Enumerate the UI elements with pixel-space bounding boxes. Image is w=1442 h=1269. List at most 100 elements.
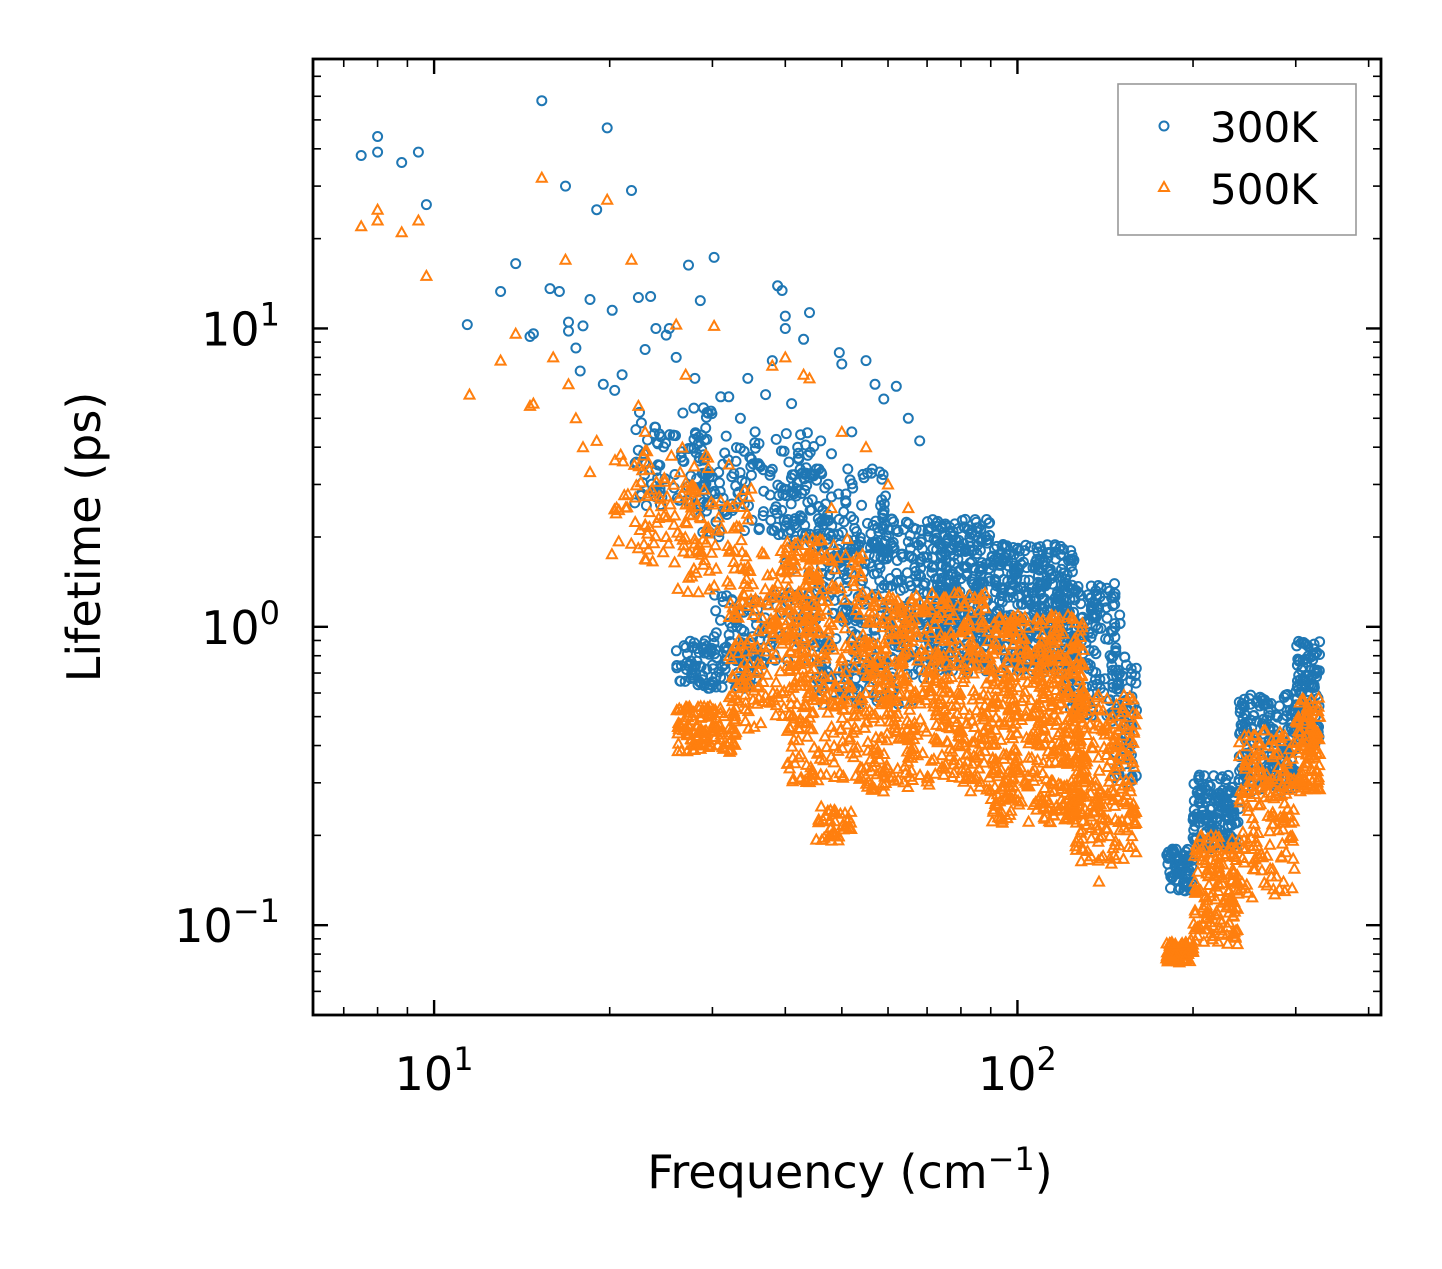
point-300k	[904, 414, 913, 423]
point-500k	[670, 511, 680, 520]
point-300k	[634, 293, 643, 302]
point-500k	[1289, 864, 1299, 873]
point-300k	[373, 132, 382, 141]
point-300k	[373, 148, 382, 157]
point-300k	[672, 646, 681, 655]
point-500k	[903, 503, 913, 512]
point-500k	[1193, 867, 1203, 876]
point-300k	[879, 395, 888, 404]
point-300k	[689, 404, 698, 413]
point-500k	[737, 547, 747, 556]
point-500k	[711, 564, 721, 573]
point-500k	[561, 255, 571, 264]
point-500k	[511, 329, 521, 338]
point-300k	[782, 429, 791, 438]
point-300k	[747, 471, 756, 480]
point-300k	[857, 501, 866, 510]
point-500k	[861, 442, 871, 451]
point-300k	[357, 151, 366, 160]
point-300k	[862, 356, 871, 365]
x-tick-label: 102	[978, 1040, 1057, 1101]
point-300k	[564, 327, 573, 336]
point-300k	[651, 324, 660, 333]
point-300k	[599, 380, 608, 389]
point-500k	[666, 451, 676, 460]
point-500k	[709, 581, 719, 590]
point-300k	[537, 96, 546, 105]
point-500k	[1038, 768, 1048, 777]
point-500k	[373, 205, 383, 214]
point-500k	[356, 221, 366, 230]
point-300k	[839, 507, 848, 516]
point-300k	[714, 468, 723, 477]
point-300k	[781, 312, 790, 321]
point-300k	[576, 367, 585, 376]
point-300k	[672, 353, 681, 362]
point-500k	[990, 782, 1000, 791]
point-300k	[646, 292, 655, 301]
point-300k	[772, 435, 781, 444]
point-300k	[546, 284, 555, 293]
point-300k	[571, 344, 580, 353]
point-500k	[658, 547, 668, 556]
point-300k	[511, 259, 520, 268]
point-300k	[496, 287, 505, 296]
point-300k	[586, 295, 595, 304]
point-300k	[603, 123, 612, 132]
point-500k	[585, 467, 595, 476]
point-300k	[915, 436, 924, 445]
point-500k	[822, 742, 832, 751]
point-300k	[847, 427, 856, 436]
point-500k	[780, 352, 790, 361]
point-300k	[564, 318, 573, 327]
point-300k	[610, 386, 619, 395]
point-500k	[630, 517, 640, 526]
point-300k	[561, 182, 570, 191]
point-300k	[592, 205, 601, 214]
point-500k	[673, 584, 683, 593]
point-500k	[1104, 777, 1114, 786]
point-500k	[842, 534, 852, 543]
point-300k	[690, 374, 699, 383]
point-500k	[607, 549, 617, 558]
point-300k	[641, 345, 650, 354]
x-tick-label: 101	[395, 1040, 474, 1101]
point-500k	[670, 557, 680, 566]
point-300k	[579, 321, 588, 330]
point-300k	[555, 287, 564, 296]
point-300k	[827, 449, 836, 458]
point-300k	[799, 335, 808, 344]
point-500k	[614, 536, 624, 545]
point-500k	[664, 539, 674, 548]
point-300k	[761, 390, 770, 399]
point-500k	[571, 413, 581, 422]
point-500k	[1094, 877, 1104, 886]
point-500k	[837, 427, 847, 436]
point-500k	[397, 227, 407, 236]
point-500k	[627, 255, 637, 264]
point-500k	[694, 587, 704, 596]
point-500k	[1024, 817, 1034, 826]
point-500k	[746, 484, 756, 493]
point-300k	[805, 308, 814, 317]
point-300k	[684, 261, 693, 270]
point-500k	[548, 352, 558, 361]
point-300k	[678, 409, 687, 418]
point-500k	[683, 587, 693, 596]
point-300k	[784, 458, 793, 467]
point-300k	[711, 606, 720, 615]
point-500k	[413, 216, 423, 225]
point-500k	[681, 370, 691, 379]
point-500k	[709, 321, 719, 330]
point-500k	[578, 442, 588, 451]
point-500k	[496, 356, 506, 365]
point-300k	[608, 306, 617, 315]
point-300k	[843, 465, 852, 474]
point-500k	[564, 379, 574, 388]
point-300k	[627, 186, 636, 195]
point-500k	[846, 807, 856, 816]
point-300k	[781, 324, 790, 333]
point-300k	[751, 427, 760, 436]
